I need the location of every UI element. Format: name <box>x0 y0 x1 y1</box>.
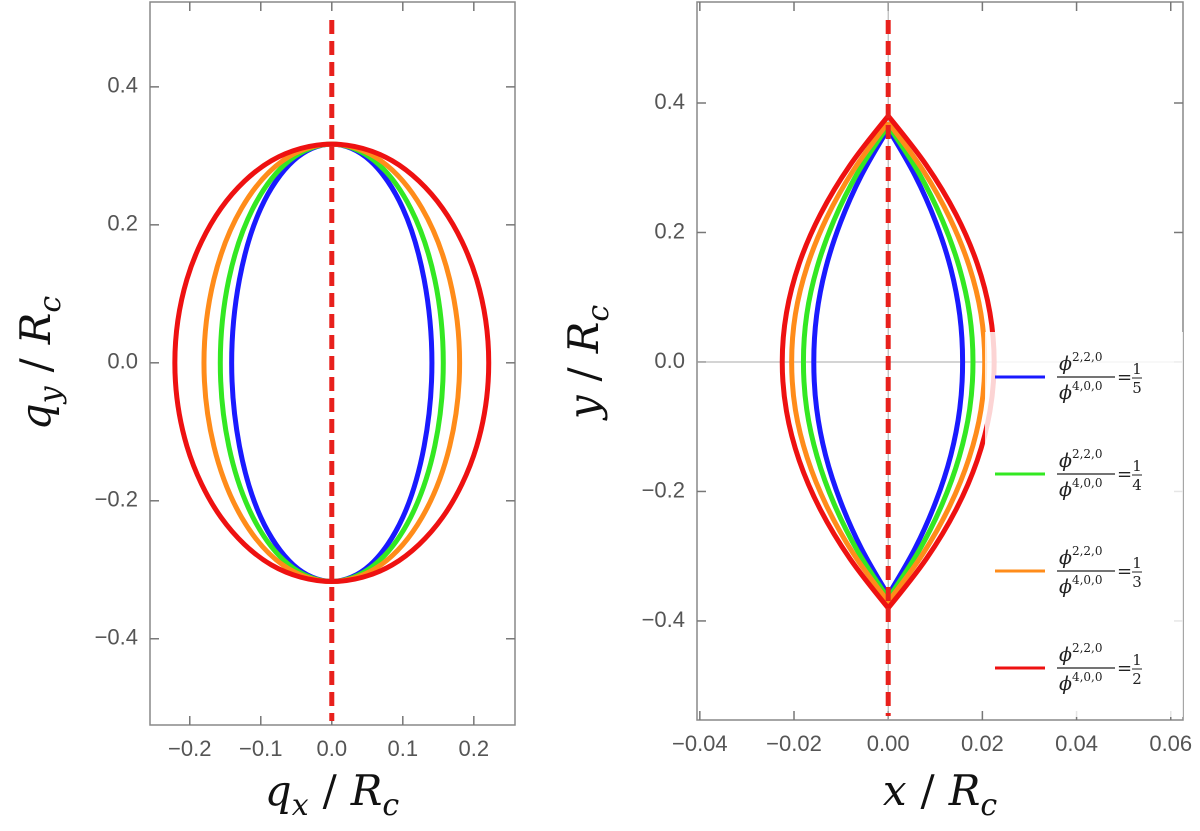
legend-symbol: ϕ <box>1059 479 1072 501</box>
x-tick-label: −0.2 <box>168 736 211 761</box>
label-sub: c <box>33 296 68 313</box>
legend-equals: = <box>1117 464 1132 485</box>
label-divider: / <box>323 766 338 815</box>
legend-superscript: 2,2,0 <box>1072 350 1103 364</box>
y-tick-label: 0.4 <box>107 73 138 98</box>
label-unit: R <box>948 766 981 815</box>
x-tick-label: 0.0 <box>316 736 347 761</box>
legend-ratio-denominator: 5 <box>1132 379 1142 397</box>
legend-denominator: ϕ4,0,0 <box>1059 476 1103 501</box>
label-main: q <box>265 766 292 815</box>
x-tick-label: 0.00 <box>867 731 910 756</box>
label-divider: / <box>559 366 608 381</box>
y-axis-label: y / Rc <box>559 305 616 422</box>
curve <box>217 141 446 584</box>
x-tick-label: 0.04 <box>1055 731 1098 756</box>
legend-superscript: 2,2,0 <box>1072 447 1103 461</box>
legend-symbol: ϕ <box>1059 382 1072 404</box>
legend-equals: = <box>1117 561 1132 582</box>
label-sub: x <box>292 788 309 823</box>
y-tick-label: 0.2 <box>654 218 685 243</box>
legend-ratio-numerator: 1 <box>1132 360 1142 378</box>
legend-ratio-numerator: 1 <box>1132 457 1142 475</box>
legend-symbol: ϕ <box>1059 644 1072 666</box>
label-sub: y <box>33 385 68 405</box>
x-tick-label: −0.02 <box>766 731 822 756</box>
legend-ratio-denominator: 2 <box>1132 670 1142 688</box>
label-main: y <box>559 394 608 421</box>
legend-denominator: ϕ4,0,0 <box>1059 379 1103 404</box>
x-tick-label: 0.1 <box>388 736 419 761</box>
label-sub: c <box>980 788 997 823</box>
curve <box>779 114 997 611</box>
x-axis-label: x / Rc <box>883 766 997 823</box>
legend-symbol: ϕ <box>1059 353 1072 375</box>
label-divider: / <box>11 357 60 372</box>
legend-ratio-denominator: 4 <box>1132 476 1142 494</box>
legend-numerator: ϕ2,2,0 <box>1059 350 1103 375</box>
label-unit: R <box>11 313 60 346</box>
legend-ratio-numerator: 1 <box>1132 554 1142 572</box>
legend-symbol: ϕ <box>1059 673 1072 695</box>
y-tick-label: −0.4 <box>95 625 138 650</box>
legend-numerator: ϕ2,2,0 <box>1059 641 1103 666</box>
label-divider: / <box>921 766 936 815</box>
x-tick-label: 0.2 <box>459 736 490 761</box>
legend-equals: = <box>1117 658 1132 679</box>
legend-numerator: ϕ2,2,0 <box>1059 544 1103 569</box>
legend-equals: = <box>1117 367 1132 388</box>
legend-superscript: 4,0,0 <box>1072 379 1103 393</box>
y-tick-label: −0.4 <box>642 607 685 632</box>
legend-symbol: ϕ <box>1059 450 1072 472</box>
x-tick-label: −0.1 <box>239 736 282 761</box>
label-unit: R <box>559 322 608 355</box>
legend-numerator: ϕ2,2,0 <box>1059 447 1103 472</box>
legend-superscript: 4,0,0 <box>1072 476 1103 490</box>
curve <box>229 141 435 584</box>
legend-ratio-numerator: 1 <box>1132 651 1142 669</box>
y-tick-label: 0.0 <box>654 348 685 373</box>
label-main: q <box>11 403 60 430</box>
legend-superscript: 4,0,0 <box>1072 670 1103 684</box>
legend-ratio-denominator: 3 <box>1132 573 1142 591</box>
y-tick-label: 0.4 <box>654 89 685 114</box>
label-sub: c <box>581 305 616 322</box>
legend-symbol: ϕ <box>1059 576 1072 598</box>
curve <box>201 141 463 584</box>
label-sub: c <box>382 788 399 823</box>
legend-superscript: 2,2,0 <box>1072 544 1103 558</box>
legend-symbol: ϕ <box>1059 547 1072 569</box>
label-main: x <box>883 766 907 815</box>
legend-denominator: ϕ4,0,0 <box>1059 670 1103 695</box>
curve <box>172 141 492 584</box>
y-tick-label: 0.0 <box>107 349 138 374</box>
legend-box <box>985 332 1183 717</box>
legend-denominator: ϕ4,0,0 <box>1059 573 1103 598</box>
y-axis-label: qy / Rc <box>11 296 68 431</box>
x-tick-label: 0.02 <box>961 731 1004 756</box>
x-tick-label: 0.06 <box>1149 731 1192 756</box>
y-tick-label: −0.2 <box>642 477 685 502</box>
y-tick-label: 0.2 <box>107 211 138 236</box>
label-unit: R <box>350 766 383 815</box>
legend-superscript: 4,0,0 <box>1072 573 1103 587</box>
curve <box>789 120 988 605</box>
legend-superscript: 2,2,0 <box>1072 641 1103 655</box>
x-axis-label: qx / Rc <box>265 766 400 823</box>
y-tick-label: −0.2 <box>95 487 138 512</box>
x-tick-label: −0.04 <box>672 731 728 756</box>
